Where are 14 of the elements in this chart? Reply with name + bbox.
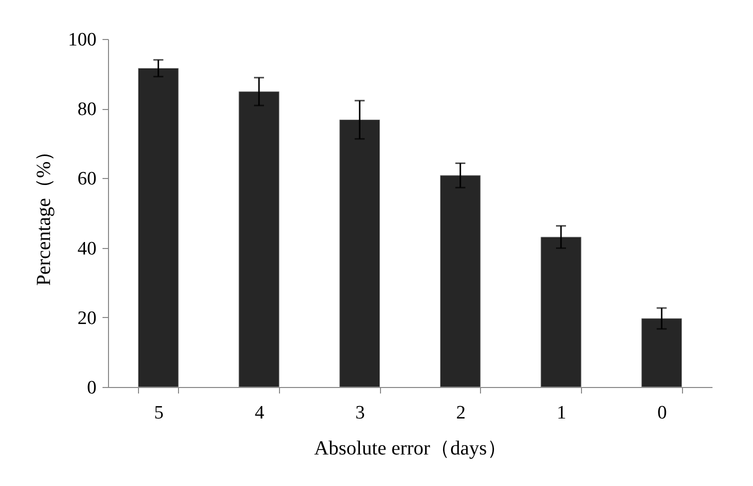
x-axis-title: Absolute error（days） [314, 438, 507, 460]
y-tick-label: 60 [78, 168, 96, 190]
y-axis-title: Percentage（%） [33, 141, 55, 286]
y-tick-label: 20 [78, 308, 96, 329]
y-tick-label: 0 [87, 378, 96, 398]
x-tick-label: 1 [556, 402, 566, 424]
x-tick-label: 0 [657, 402, 667, 424]
x-tick-label: 2 [456, 402, 466, 424]
x-tick-label: 3 [355, 402, 365, 424]
y-tick-label: 80 [78, 99, 96, 120]
x-tick-label: 5 [154, 402, 164, 424]
x-tick-label: 4 [254, 402, 265, 424]
y-tick-label: 100 [68, 30, 96, 50]
y-tick-label: 40 [78, 238, 96, 260]
